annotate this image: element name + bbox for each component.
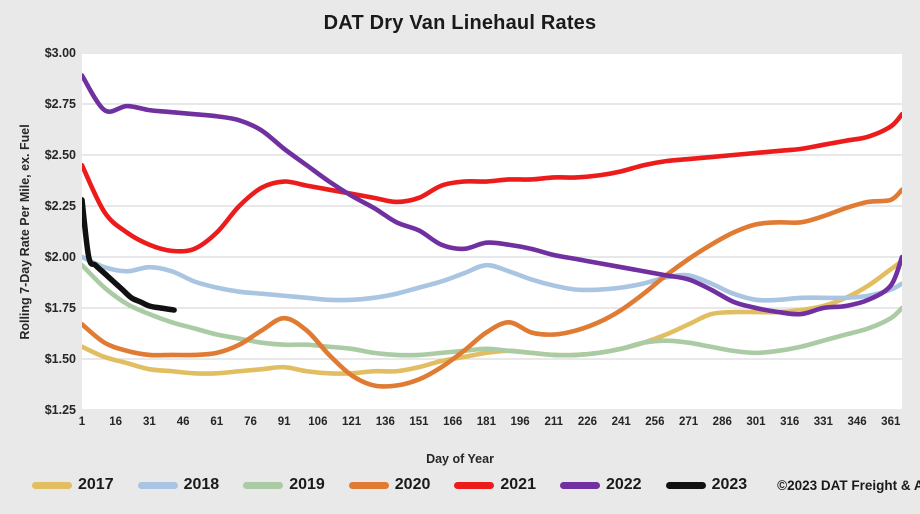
x-axis-tick-label: 16: [109, 416, 123, 428]
legend-item-2020[interactable]: 2020: [348, 476, 431, 494]
x-axis-tick-label: 106: [308, 416, 328, 428]
legend-swatch-icon: [665, 481, 706, 489]
series-svg: [82, 53, 902, 410]
x-axis-tick-label: 181: [476, 416, 496, 428]
x-axis-tick-label: 286: [712, 416, 732, 428]
x-axis-tick-label: 61: [210, 416, 224, 428]
y-axis-tick-label: $2.00: [44, 250, 76, 264]
x-axis-title: Day of Year: [426, 452, 494, 466]
y-axis-tick-label: $1.50: [44, 352, 76, 366]
series-line-2019: [82, 262, 902, 358]
legend-swatch-icon: [454, 481, 495, 489]
copyright-notice: ©2023 DAT Freight & Analytics: [777, 477, 920, 493]
series-line-2020: [82, 187, 902, 389]
x-axis-tick-label: 256: [645, 416, 665, 428]
x-axis-tick-label: 166: [443, 416, 463, 428]
y-axis-tick-label: $1.25: [44, 403, 76, 417]
x-axis-tick-label: 346: [847, 416, 867, 428]
legend-swatch-icon: [559, 481, 600, 489]
x-axis-tick-label: 241: [611, 416, 631, 428]
chart-legend: 2017 2018 2019 2020 2021 2022 2023 ©2023 DAT Fr…: [0, 476, 920, 494]
y-axis-tick-label: $2.25: [44, 199, 76, 213]
x-axis-tick-label: 46: [176, 416, 190, 428]
legend-item-2017[interactable]: 2017: [32, 476, 114, 494]
x-axis-tick-label: 1: [78, 416, 86, 428]
x-axis-tick-label: 316: [780, 416, 800, 428]
x-axis-tick-label: 91: [277, 416, 291, 428]
legend-label: 2018: [183, 476, 220, 493]
x-axis-tick-label: 331: [813, 416, 833, 428]
legend-label: 2022: [605, 476, 642, 493]
x-axis-tick-label: 151: [409, 416, 429, 428]
x-axis-tick-label: 361: [881, 416, 901, 428]
series-line-2021: [82, 111, 902, 254]
legend-label: 2023: [711, 476, 748, 493]
legend-label: 2020: [394, 476, 431, 493]
legend-label: 2017: [78, 476, 114, 493]
legend-label: 2021: [500, 476, 536, 493]
x-axis-tick-label: 31: [142, 416, 156, 428]
plot-area: [82, 53, 902, 410]
y-axis-tick-label: $1.75: [44, 301, 76, 315]
legend-swatch-icon: [32, 481, 72, 489]
series-line-2023: [82, 197, 177, 313]
y-axis-tick-label: $2.75: [44, 97, 76, 111]
y-axis-tick-labels: $3.00 $2.75 $2.50 $2.25 $2.00 $1.75 $1.50 $1.25: [12, 46, 76, 417]
legend-item-2021[interactable]: 2021: [454, 476, 536, 494]
legend-item-2018[interactable]: 2018: [137, 476, 220, 494]
x-axis-tick-label: 271: [678, 416, 699, 428]
x-axis-tick-label: 121: [341, 416, 362, 428]
legend-swatch-icon: [348, 481, 389, 489]
x-axis-tick-label: 226: [577, 416, 598, 428]
y-axis-tick-label: $3.00: [44, 46, 76, 60]
x-axis-tick-labels: 1 16 31 46 61 76 91 106 121 136 151 166 181 196 211 226…: [78, 416, 902, 434]
y-axis-tick-label: $2.50: [44, 148, 76, 162]
legend-swatch-icon: [243, 481, 284, 489]
series-line-2022: [82, 73, 902, 317]
legend-item-2022[interactable]: 2022: [559, 476, 642, 494]
x-axis-tick-label: 136: [375, 416, 395, 428]
x-axis-tick-label: 211: [544, 416, 564, 428]
x-axis-tick-label: 76: [244, 416, 257, 428]
legend-item-2023[interactable]: 2023: [665, 476, 748, 494]
x-axis-tick-label: 196: [510, 416, 530, 428]
legend-swatch-icon: [137, 481, 178, 489]
chart-title: DAT Dry Van Linehaul Rates: [323, 12, 597, 34]
legend-label: 2019: [289, 476, 325, 493]
x-axis-tick-label: 301: [746, 416, 766, 428]
series-line-2018: [82, 254, 902, 303]
legend-item-2019[interactable]: 2019: [243, 476, 325, 494]
